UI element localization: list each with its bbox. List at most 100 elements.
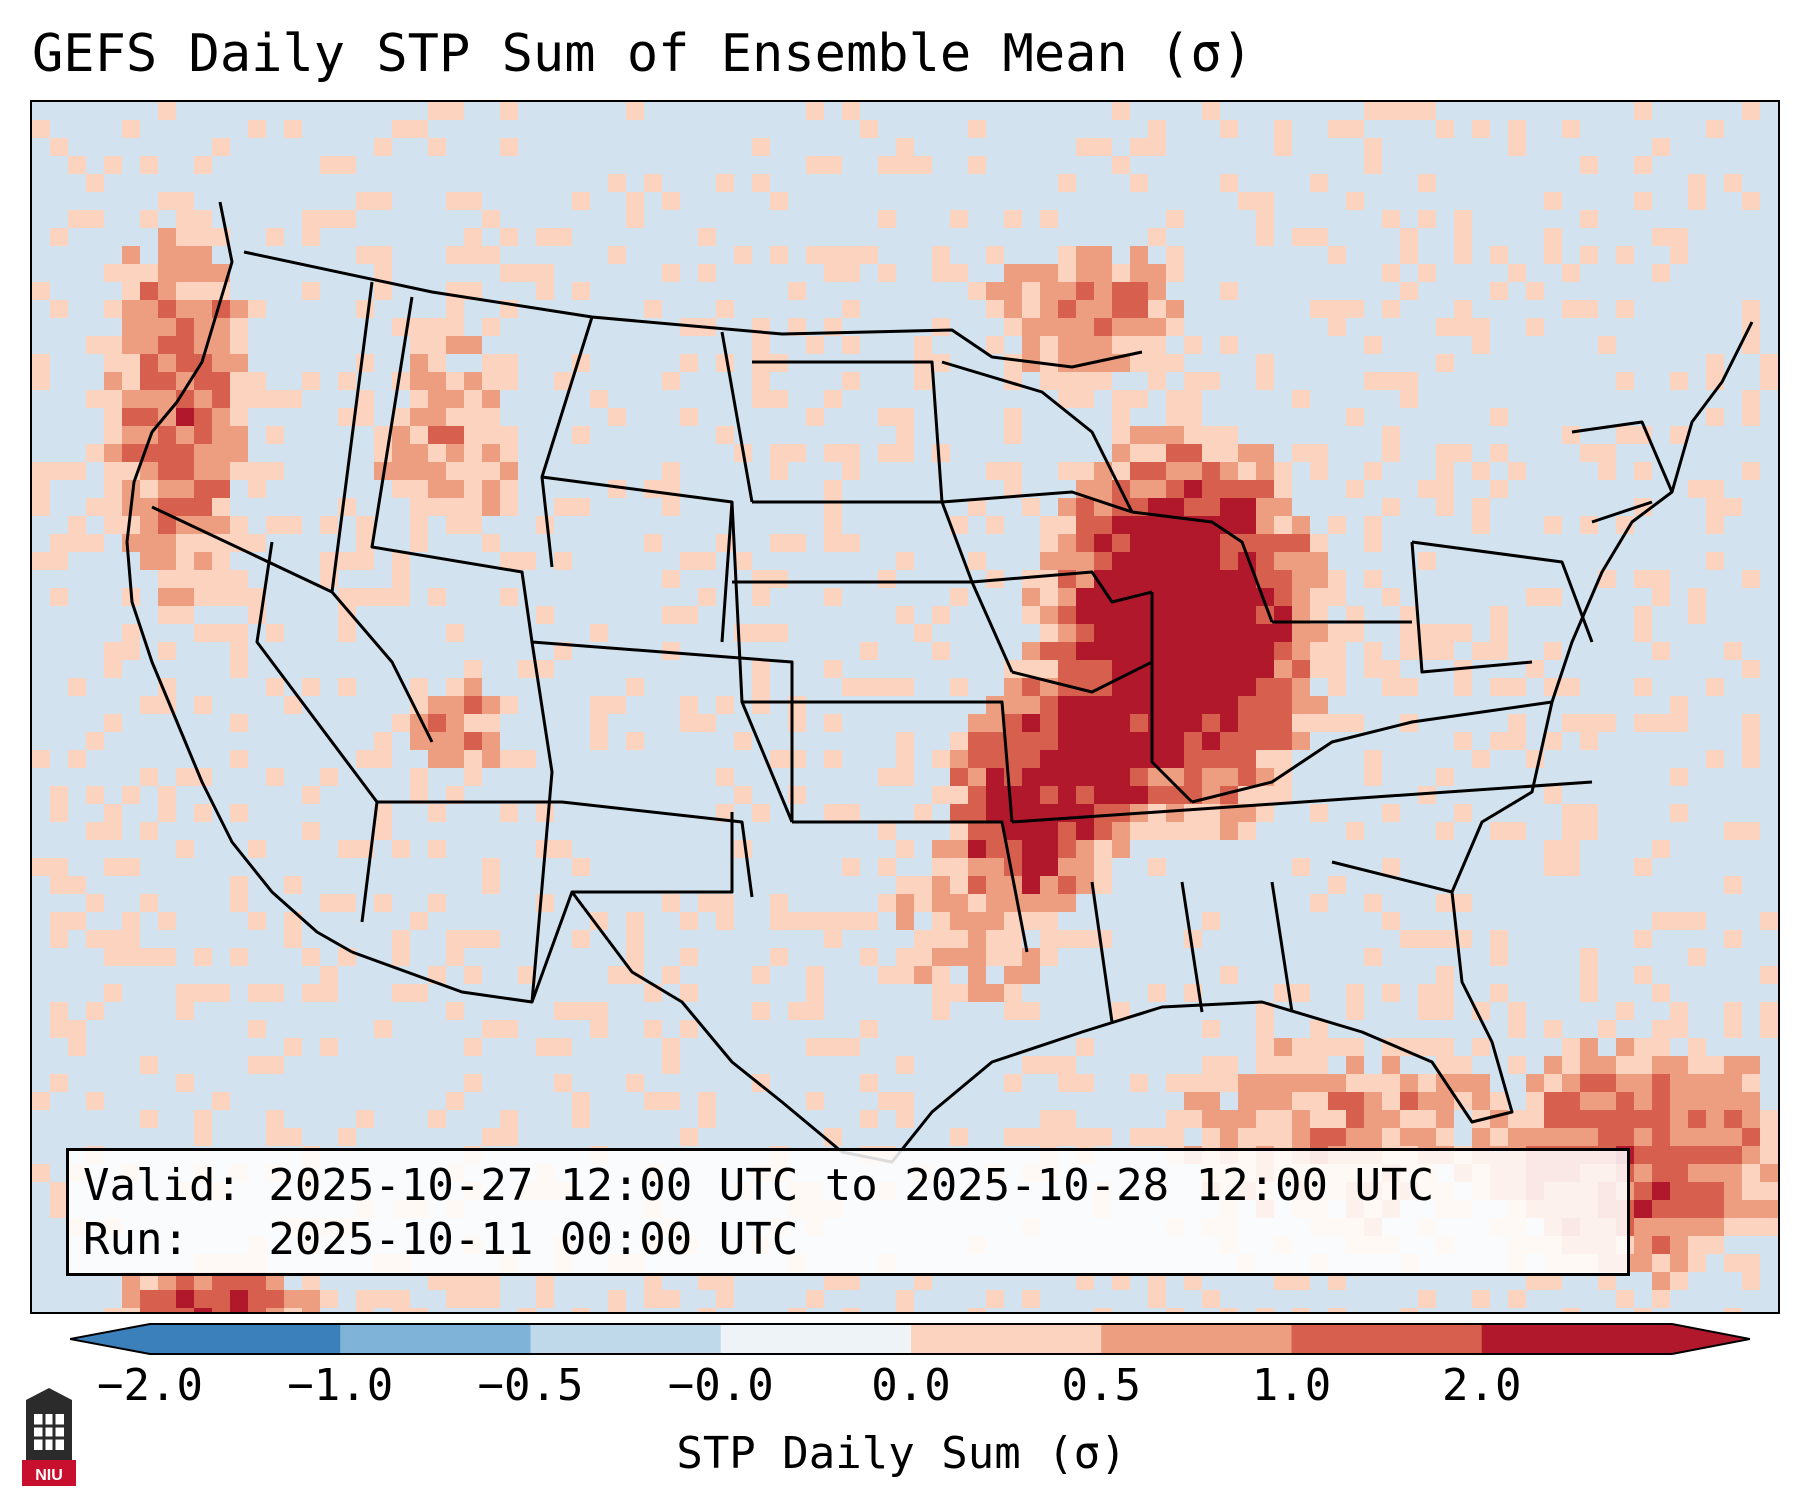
- anomaly-cell: [320, 156, 338, 174]
- anomaly-cell: [446, 696, 464, 714]
- anomaly-cell: [1724, 498, 1742, 516]
- anomaly-cell: [734, 732, 752, 750]
- anomaly-cell: [1310, 552, 1328, 570]
- anomaly-cell: [1454, 228, 1472, 246]
- anomaly-cell: [446, 192, 464, 210]
- anomaly-cell: [1742, 714, 1760, 732]
- anomaly-cell: [464, 372, 482, 390]
- anomaly-cell: [1436, 354, 1454, 372]
- anomaly-cell: [158, 462, 176, 480]
- anomaly-cell: [1166, 552, 1184, 570]
- anomaly-cell: [1022, 642, 1040, 660]
- anomaly-cell: [410, 678, 428, 696]
- anomaly-cell: [896, 606, 914, 624]
- anomaly-cell: [1202, 498, 1220, 516]
- anomaly-cell: [356, 588, 374, 606]
- anomaly-cell: [68, 534, 86, 552]
- anomaly-cell: [1094, 714, 1112, 732]
- anomaly-cell: [1130, 534, 1148, 552]
- anomaly-cell: [1472, 1128, 1490, 1146]
- university-tower-logo-icon: NIU: [22, 1388, 76, 1486]
- colorbar-tick-label: −1.0: [287, 1360, 394, 1411]
- anomaly-cell: [482, 390, 500, 408]
- anomaly-cell: [968, 984, 986, 1002]
- anomaly-cell: [1130, 714, 1148, 732]
- anomaly-cell: [1328, 1272, 1346, 1290]
- anomaly-cell: [1310, 1074, 1328, 1092]
- anomaly-cell: [1436, 966, 1454, 984]
- anomaly-cell: [122, 516, 140, 534]
- anomaly-cell: [1004, 318, 1022, 336]
- anomaly-cell: [1130, 390, 1148, 408]
- anomaly-cell: [1112, 282, 1130, 300]
- anomaly-cell: [194, 480, 212, 498]
- anomaly-cell: [68, 1020, 86, 1038]
- anomaly-cell: [464, 930, 482, 948]
- anomaly-cell: [1598, 1128, 1616, 1146]
- anomaly-cell: [320, 552, 338, 570]
- anomaly-cell: [1274, 1128, 1292, 1146]
- anomaly-cell: [1436, 1056, 1454, 1074]
- anomaly-cell: [1670, 1164, 1688, 1182]
- anomaly-cell: [1202, 444, 1220, 462]
- anomaly-cell: [248, 912, 266, 930]
- anomaly-cell: [698, 552, 716, 570]
- anomaly-cell: [1040, 894, 1058, 912]
- anomaly-cell: [1094, 1128, 1112, 1146]
- anomaly-cell: [1310, 570, 1328, 588]
- anomaly-cell: [968, 786, 986, 804]
- anomaly-cell: [986, 894, 1004, 912]
- anomaly-cell: [32, 480, 50, 498]
- anomaly-cell: [662, 372, 680, 390]
- anomaly-cell: [932, 894, 950, 912]
- valid-time-box: Valid: 2025-10-27 12:00 UTC to 2025-10-2…: [66, 1148, 1630, 1276]
- colorbar-extend-low: [70, 1324, 150, 1354]
- anomaly-cell: [410, 372, 428, 390]
- anomaly-cell: [1004, 984, 1022, 1002]
- anomaly-cell: [1022, 264, 1040, 282]
- anomaly-cell: [842, 300, 860, 318]
- anomaly-cell: [1274, 1056, 1292, 1074]
- anomaly-cell: [698, 1110, 716, 1128]
- anomaly-cell: [338, 408, 356, 426]
- anomaly-cell: [1148, 372, 1166, 390]
- anomaly-cell: [1292, 1092, 1310, 1110]
- anomaly-cell: [680, 984, 698, 1002]
- anomaly-cell: [212, 1092, 230, 1110]
- anomaly-cell: [176, 354, 194, 372]
- anomaly-cell: [266, 1056, 284, 1074]
- anomaly-cell: [950, 768, 968, 786]
- anomaly-cell: [1076, 318, 1094, 336]
- anomaly-cell: [1670, 426, 1688, 444]
- anomaly-cell: [1742, 102, 1760, 120]
- anomaly-cell: [1418, 1128, 1436, 1146]
- anomaly-cell: [1742, 1128, 1760, 1146]
- anomaly-cell: [1490, 678, 1508, 696]
- anomaly-cell: [176, 1272, 194, 1290]
- anomaly-cell: [1094, 588, 1112, 606]
- anomaly-cell: [1256, 642, 1274, 660]
- anomaly-cell: [410, 498, 428, 516]
- anomaly-cell: [1760, 1128, 1778, 1146]
- anomaly-cell: [1634, 1074, 1652, 1092]
- anomaly-cell: [140, 1290, 158, 1308]
- anomaly-cell: [1256, 696, 1274, 714]
- anomaly-cell: [176, 552, 194, 570]
- anomaly-cell: [1256, 1056, 1274, 1074]
- anomaly-cell: [284, 876, 302, 894]
- anomaly-cell: [464, 228, 482, 246]
- anomaly-cell: [374, 426, 392, 444]
- anomaly-cell: [1688, 1254, 1706, 1272]
- anomaly-cell: [1670, 1254, 1688, 1272]
- anomaly-cell: [1328, 1038, 1346, 1056]
- anomaly-cell: [536, 516, 554, 534]
- anomaly-cell: [1418, 264, 1436, 282]
- anomaly-cell: [752, 174, 770, 192]
- anomaly-cell: [212, 354, 230, 372]
- anomaly-cell: [176, 1074, 194, 1092]
- anomaly-cell: [446, 462, 464, 480]
- anomaly-cell: [878, 966, 896, 984]
- anomaly-cell: [176, 840, 194, 858]
- anomaly-cell: [1382, 984, 1400, 1002]
- anomaly-cell: [1040, 606, 1058, 624]
